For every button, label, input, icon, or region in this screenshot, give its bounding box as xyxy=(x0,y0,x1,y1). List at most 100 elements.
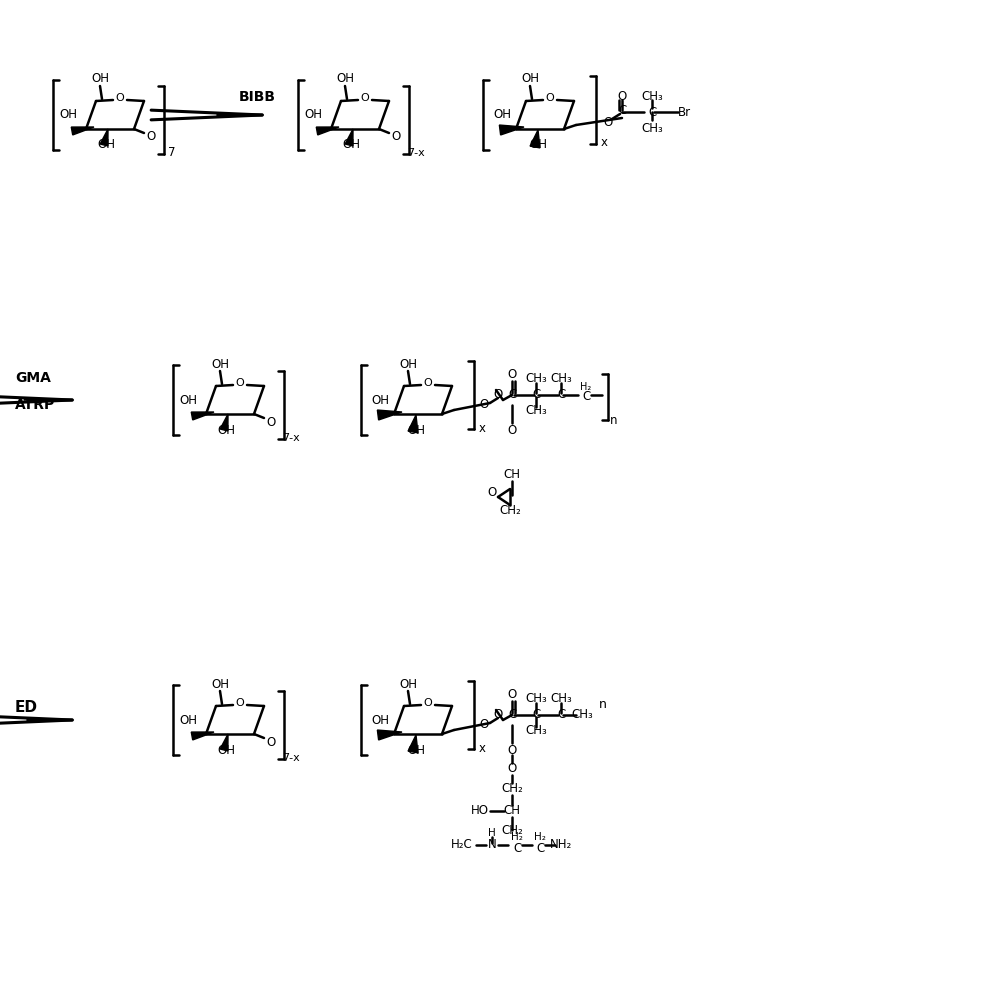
Text: n: n xyxy=(599,698,607,712)
Text: OH: OH xyxy=(521,73,539,86)
Text: H₂C: H₂C xyxy=(452,838,473,852)
Polygon shape xyxy=(499,125,524,135)
Text: O: O xyxy=(508,762,517,776)
Text: O: O xyxy=(424,378,433,388)
Text: OH: OH xyxy=(211,678,229,690)
Text: H₂: H₂ xyxy=(580,382,592,392)
Text: C: C xyxy=(582,390,590,403)
Polygon shape xyxy=(345,129,353,146)
Text: O: O xyxy=(267,736,276,748)
Text: O: O xyxy=(618,90,626,103)
Text: CH₃: CH₃ xyxy=(526,404,547,418)
Text: CH₂: CH₂ xyxy=(501,782,523,796)
Text: N: N xyxy=(488,838,496,852)
Text: Br: Br xyxy=(678,105,691,118)
Text: CH: CH xyxy=(504,804,521,818)
Text: x: x xyxy=(601,136,608,149)
Text: OH: OH xyxy=(399,358,417,370)
Text: OH: OH xyxy=(211,358,229,370)
Polygon shape xyxy=(192,732,214,740)
Text: OH: OH xyxy=(529,138,547,151)
Polygon shape xyxy=(408,735,418,753)
Text: C: C xyxy=(508,388,516,401)
Text: OH: OH xyxy=(217,424,235,436)
Text: O: O xyxy=(361,93,370,103)
Text: GMA: GMA xyxy=(15,371,50,385)
Text: C: C xyxy=(532,708,540,722)
Text: CH₂: CH₂ xyxy=(501,824,523,836)
Polygon shape xyxy=(408,415,418,433)
Text: OH: OH xyxy=(217,744,235,756)
Text: CH₂: CH₂ xyxy=(499,504,521,518)
Text: O: O xyxy=(391,130,400,143)
Text: OH: OH xyxy=(179,393,197,406)
Text: O: O xyxy=(487,487,497,499)
Text: 7-x: 7-x xyxy=(407,148,425,158)
Text: CH₃: CH₃ xyxy=(571,708,593,722)
Text: OH: OH xyxy=(493,108,511,121)
Polygon shape xyxy=(220,734,228,751)
Text: 7: 7 xyxy=(168,146,176,159)
Text: O: O xyxy=(604,115,613,128)
Text: ED: ED xyxy=(15,700,38,716)
Text: CH₃: CH₃ xyxy=(550,372,572,385)
Text: OH: OH xyxy=(97,138,115,151)
Text: OH: OH xyxy=(407,744,425,756)
Text: O: O xyxy=(493,388,503,401)
Polygon shape xyxy=(531,130,539,148)
Text: HO: HO xyxy=(471,804,489,818)
Text: OH: OH xyxy=(304,108,322,121)
Polygon shape xyxy=(377,410,402,420)
Polygon shape xyxy=(377,730,402,740)
Text: CH: CH xyxy=(504,468,521,482)
Text: C: C xyxy=(618,104,626,116)
Text: O: O xyxy=(479,398,489,412)
Text: x: x xyxy=(478,742,485,754)
Text: O: O xyxy=(493,708,503,722)
Text: n: n xyxy=(611,414,618,428)
Text: O: O xyxy=(424,698,433,708)
Text: O: O xyxy=(235,378,244,388)
Polygon shape xyxy=(100,129,108,146)
Text: O: O xyxy=(267,416,276,428)
Text: CH₃: CH₃ xyxy=(526,372,547,385)
Text: O: O xyxy=(508,688,517,702)
Text: C: C xyxy=(508,708,516,722)
Text: OH: OH xyxy=(342,138,360,151)
Text: O: O xyxy=(146,130,156,143)
Text: O: O xyxy=(479,718,489,732)
Polygon shape xyxy=(192,412,214,420)
Text: H₂: H₂ xyxy=(511,832,523,842)
Text: ATRP: ATRP xyxy=(15,398,55,412)
Text: OH: OH xyxy=(371,714,389,726)
Polygon shape xyxy=(220,414,228,431)
Text: C: C xyxy=(535,842,544,854)
Text: C: C xyxy=(648,105,656,118)
Text: C: C xyxy=(532,388,540,401)
Text: OH: OH xyxy=(91,73,109,86)
Text: OH: OH xyxy=(179,714,197,726)
Text: 7-x: 7-x xyxy=(283,753,300,763)
Text: H: H xyxy=(488,828,496,838)
Text: C: C xyxy=(557,708,565,722)
Text: OH: OH xyxy=(59,108,77,121)
Text: BIBB: BIBB xyxy=(238,90,276,104)
Text: CH₃: CH₃ xyxy=(526,692,547,706)
Text: O: O xyxy=(508,424,517,438)
Text: H₂: H₂ xyxy=(535,832,546,842)
Text: CH₃: CH₃ xyxy=(641,121,663,134)
Text: C: C xyxy=(557,388,565,401)
Text: O: O xyxy=(235,698,244,708)
Text: OH: OH xyxy=(371,393,389,406)
Text: NH₂: NH₂ xyxy=(550,838,572,852)
Text: OH: OH xyxy=(399,678,417,690)
Text: C: C xyxy=(513,842,521,854)
Text: 7-x: 7-x xyxy=(283,433,300,443)
Text: O: O xyxy=(508,744,517,758)
Text: OH: OH xyxy=(336,73,354,86)
Polygon shape xyxy=(316,127,339,135)
Text: OH: OH xyxy=(407,424,425,436)
Text: CH₃: CH₃ xyxy=(526,724,547,738)
Text: O: O xyxy=(508,368,517,381)
Text: O: O xyxy=(545,93,554,103)
